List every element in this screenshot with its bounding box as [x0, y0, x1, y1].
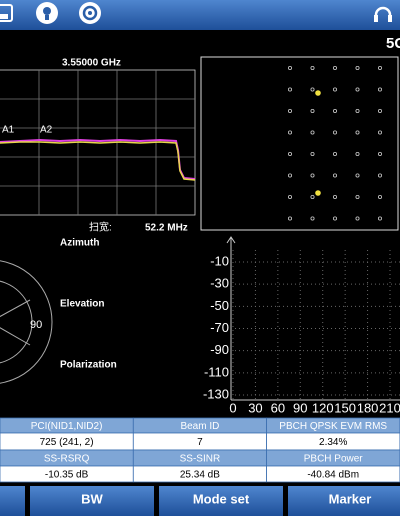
constellation-point: [310, 194, 315, 199]
table-text: 725 (241, 2): [40, 437, 94, 448]
span-value: 52.2 MHz: [145, 223, 188, 234]
button[interactable]: [159, 486, 283, 516]
x-tick-label: 210: [379, 400, 400, 415]
table-header-text: Beam ID: [180, 421, 219, 432]
x-tick-label: 150: [334, 400, 356, 415]
y-tick-label: -50: [210, 298, 229, 313]
constellation-point: [377, 130, 382, 135]
constellation-point: [310, 109, 315, 114]
button-bar: BW Mode set Marker: [0, 486, 400, 516]
constellation-point: [355, 216, 360, 221]
constellation-point: [310, 87, 315, 92]
constellation-point: [287, 87, 292, 92]
elevation-label: Elevation: [60, 299, 104, 310]
button[interactable]: [30, 486, 154, 516]
constellation-point: [377, 194, 382, 199]
top-bar: [0, 0, 400, 30]
constellation-point: [287, 194, 292, 199]
azimuth-label: Azimuth: [60, 238, 99, 249]
table-text: -10.35 dB: [45, 470, 89, 481]
polar-plot: [0, 260, 53, 384]
button-label: Marker: [329, 491, 372, 506]
constellation-point: [377, 87, 382, 92]
x-tick-label: 90: [293, 400, 307, 415]
gear-icon[interactable]: [79, 2, 101, 24]
x-tick-label: 120: [312, 400, 334, 415]
marker-label: A1: [2, 125, 15, 136]
y-tick-label: -30: [210, 276, 229, 291]
polarization-label: Polarization: [60, 360, 117, 371]
y-tick-label: -70: [210, 320, 229, 335]
constellation-point: [377, 109, 382, 114]
x-tick-label: 60: [271, 400, 285, 415]
span-label: 扫宽:: [89, 221, 112, 234]
x-tick-label: 30: [248, 400, 262, 415]
constellation-point: [332, 87, 337, 92]
constellation-frame: [200, 56, 399, 231]
table-text: 7: [197, 437, 203, 448]
table-text: -40.84 dBm: [307, 470, 359, 481]
constellation-point-active: [315, 190, 321, 196]
info-table: PCI(NID1,NID2) Beam ID PBCH QPSK EVM RMS72…: [0, 417, 400, 483]
constellation-point: [332, 66, 337, 71]
y-tick-label: -90: [210, 342, 229, 357]
constellation-point: [355, 87, 360, 92]
y-tick-label: -130: [203, 386, 229, 401]
table-header-text: PBCH Power: [304, 454, 364, 465]
constellation-point: [287, 109, 292, 114]
constellation-point: [287, 173, 292, 178]
constellation-point: [287, 130, 292, 135]
constellation-point: [355, 173, 360, 178]
constellation-point: [287, 66, 292, 71]
save-icon[interactable]: [0, 4, 13, 22]
button-label: Mode set: [193, 491, 250, 506]
constellation-point: [355, 194, 360, 199]
button[interactable]: [288, 486, 400, 516]
marker-label: A2: [40, 125, 53, 136]
y-tick-label: -10: [210, 253, 229, 268]
x-tick-label: 0: [229, 400, 236, 415]
constellation-point-active: [315, 90, 321, 96]
constellation-point: [332, 194, 337, 199]
button-label: BW: [81, 491, 103, 506]
table-header-text: SS-SINR: [180, 454, 221, 465]
constellation-point: [310, 151, 315, 156]
constellation-point: [377, 173, 382, 178]
constellation-point: [287, 151, 292, 156]
constellation-point: [355, 130, 360, 135]
table-text: 2.34%: [319, 437, 347, 448]
constellation-point: [377, 66, 382, 71]
trace: [0, 141, 196, 181]
table-header-text: PCI(NID1,NID2): [31, 421, 103, 432]
constellation-point: [310, 130, 315, 135]
constellation-point: [355, 66, 360, 71]
center-frequency: 3.55000 GHz: [62, 58, 121, 69]
constellation-point: [355, 151, 360, 156]
table-text: 25.34 dB: [180, 470, 220, 481]
table-header-text: SS-RSRQ: [44, 454, 90, 465]
constellation-point: [332, 151, 337, 156]
y-tick-label: -110: [204, 364, 229, 379]
constellation-point: [310, 216, 315, 221]
mode-label: 5G: [386, 35, 400, 52]
constellation-point: [355, 109, 360, 114]
polar-tick: 90: [30, 319, 42, 331]
constellation-point: [377, 151, 382, 156]
bulb-icon[interactable]: [36, 2, 58, 24]
headphones-icon[interactable]: [374, 6, 392, 22]
constellation-point: [377, 216, 382, 221]
x-tick-label: 180: [357, 400, 379, 415]
constellation: [287, 66, 382, 221]
button[interactable]: [0, 486, 25, 516]
constellation-point: [287, 216, 292, 221]
constellation-point: [332, 109, 337, 114]
constellation-point: [310, 66, 315, 71]
table-header-text: PBCH QPSK EVM RMS: [279, 421, 387, 432]
constellation-point: [310, 173, 315, 178]
constellation-point: [332, 173, 337, 178]
constellation-point: [332, 216, 337, 221]
constellation-point: [332, 130, 337, 135]
